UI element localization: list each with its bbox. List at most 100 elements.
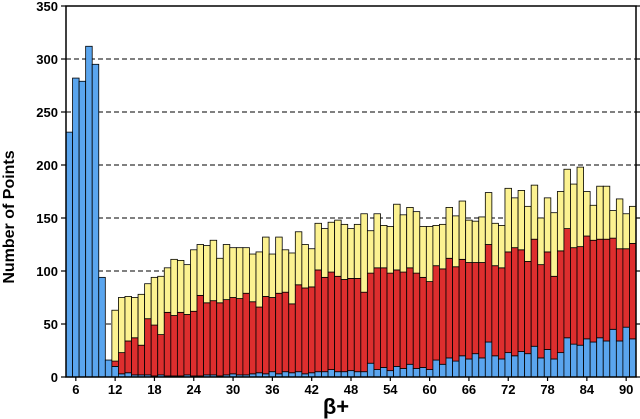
x-axis-title: β+	[323, 394, 349, 419]
bar-segment-s2	[196, 244, 204, 296]
bar-segment-s1	[524, 261, 532, 355]
bar-segment-s1	[353, 278, 362, 373]
bar-segment-s0	[419, 367, 427, 378]
bar-segment-s2	[439, 223, 447, 270]
y-axis-title: Number of Points	[1, 150, 18, 283]
bar-segment-s0	[517, 351, 526, 378]
bar-segment-s1	[150, 324, 159, 377]
bar-segment-s1	[308, 286, 316, 374]
bar-segment-s0	[85, 45, 93, 378]
x-axis-ticks: 6 12 18 24 30 36 42 48 54 60 66 72 78 84 90	[72, 377, 633, 397]
bar-segment-s1	[419, 276, 427, 368]
bar-segment-s0	[629, 338, 637, 378]
bar-segment-s2	[589, 204, 598, 241]
bar-segment-s2	[596, 185, 604, 240]
bar-segment-s0	[399, 368, 408, 378]
x-tick-label: 54	[383, 382, 398, 397]
x-tick-label: 42	[304, 382, 318, 397]
bar-segment-s2	[602, 185, 611, 240]
bars	[65, 45, 637, 378]
bar-segment-s2	[176, 259, 185, 313]
bar-segment-s1	[334, 275, 342, 373]
bar-segment-s1	[589, 239, 598, 343]
bar-segment-s2	[360, 213, 368, 293]
bar-segment-s0	[478, 357, 486, 378]
bar-segment-s2	[203, 245, 211, 304]
bar-segment-s1	[262, 296, 270, 375]
bar-segment-s1	[622, 248, 630, 328]
bar-segment-s2	[353, 223, 362, 279]
bar-segment-s2	[190, 249, 198, 312]
bar-segment-s0	[504, 352, 512, 378]
bar-segment-s0	[452, 360, 460, 378]
bar-segment-s1	[570, 247, 578, 345]
bar-segment-s1	[412, 272, 421, 369]
bar-segment-s2	[340, 223, 349, 280]
bar-segment-s2	[399, 214, 408, 273]
bar-segment-s2	[150, 276, 159, 326]
bar-segment-s2	[321, 228, 329, 278]
bar-segment-s1	[596, 238, 604, 339]
bar-segment-s2	[504, 187, 512, 253]
bar-segment-s2	[170, 258, 178, 316]
bar-segment-s1	[517, 249, 526, 352]
bar-segment-s1	[504, 251, 512, 354]
bar-segment-s0	[589, 341, 598, 378]
bar-segment-s0	[294, 371, 303, 378]
bar-segment-s2	[570, 183, 578, 249]
bar-segment-s1	[583, 235, 591, 340]
bar-segment-s2	[615, 198, 624, 250]
bar-segment-s2	[491, 222, 499, 267]
y-axis-ticks: 0 50 100 150 200 250 300 350	[36, 0, 640, 385]
bar-segment-s0	[360, 371, 368, 378]
bar-segment-s0	[111, 365, 119, 378]
bar-segment-s2	[432, 225, 440, 267]
bar-segment-s2	[622, 213, 630, 250]
x-tick-label: 48	[344, 382, 358, 397]
bar-segment-s1	[222, 299, 231, 376]
bar-segment-s1	[556, 250, 565, 354]
bar-segment-s0	[556, 352, 565, 378]
x-tick-label: 84	[580, 382, 595, 397]
bar-segment-s2	[380, 225, 388, 269]
bar-segment-s2	[249, 253, 257, 303]
bar-segment-s1	[314, 269, 322, 373]
bar-segment-s2	[242, 247, 250, 294]
bar-segment-s2	[609, 210, 617, 239]
bar-segment-s2	[629, 205, 637, 244]
x-tick-label: 60	[422, 382, 436, 397]
bar-segment-s2	[517, 190, 526, 251]
bar-segment-s0	[406, 363, 414, 378]
bar-segment-s1	[511, 247, 519, 357]
bar-segment-s0	[550, 358, 558, 378]
bar-segment-s1	[484, 244, 493, 343]
bar-segment-s2	[498, 225, 506, 269]
bar-segment-s1	[347, 278, 355, 372]
bar-segment-s1	[432, 265, 440, 361]
y-tick-label: 250	[36, 105, 58, 120]
bar-segment-s0	[465, 358, 473, 378]
bar-segment-s1	[373, 267, 381, 370]
bar-segment-s1	[209, 300, 218, 376]
x-tick-label: 12	[108, 382, 122, 397]
bar-segment-s1	[163, 311, 172, 377]
bar-segment-s1	[235, 298, 244, 376]
bar-segment-s1	[537, 264, 545, 359]
bar-segment-s2	[347, 228, 355, 279]
bar-segment-s2	[471, 220, 480, 263]
bar-segment-s0	[563, 337, 571, 378]
bar-segment-s1	[281, 291, 290, 373]
bar-segment-s2	[458, 200, 467, 260]
bar-segment-s1	[340, 279, 349, 373]
bar-segment-s1	[602, 238, 611, 342]
x-tick-label: 78	[540, 382, 554, 397]
bar-segment-s1	[196, 294, 204, 377]
bar-segment-s1	[203, 302, 211, 376]
bar-segment-s1	[445, 257, 453, 359]
bar-segment-s1	[294, 284, 303, 373]
bar-segment-s2	[314, 222, 322, 271]
bar-segment-s2	[412, 211, 421, 274]
bar-segment-s0	[380, 367, 388, 378]
bar-segment-s2	[550, 212, 558, 277]
